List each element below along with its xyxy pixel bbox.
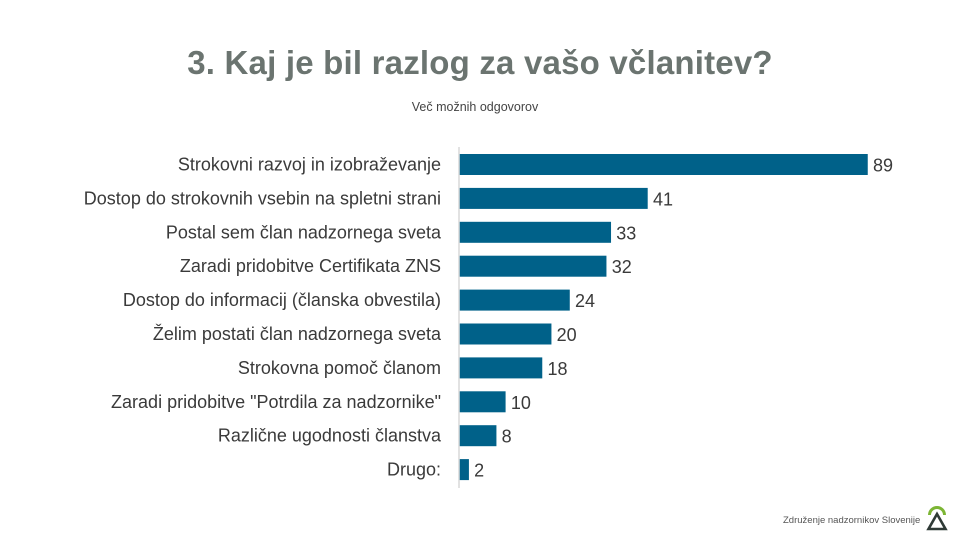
bar bbox=[459, 187, 648, 209]
category-label: Drugo: bbox=[387, 460, 441, 480]
value-label: 10 bbox=[511, 393, 531, 413]
bar bbox=[459, 154, 868, 175]
bar bbox=[459, 289, 570, 311]
category-label: Želim postati član nadzornega sveta bbox=[153, 324, 442, 344]
category-label: Zaradi pridobitve Certifikata ZNS bbox=[180, 256, 441, 276]
category-label: Strokovna pomoč članom bbox=[238, 358, 441, 378]
value-label: 18 bbox=[548, 359, 568, 379]
bar bbox=[459, 357, 543, 379]
bar bbox=[459, 221, 612, 243]
category-label: Dostop do informacij (članska obvestila) bbox=[123, 290, 441, 310]
value-label: 41 bbox=[653, 189, 673, 209]
category-label: Različne ugodnosti članstva bbox=[218, 426, 442, 446]
bar bbox=[459, 255, 607, 277]
value-label: 8 bbox=[502, 427, 512, 447]
value-label: 32 bbox=[612, 257, 632, 277]
category-label: Dostop do strokovnih vsebin na spletni s… bbox=[84, 188, 441, 208]
category-label: Zaradi pridobitve "Potrdila za nadzornik… bbox=[111, 392, 441, 412]
value-label: 20 bbox=[557, 325, 577, 345]
value-label: 24 bbox=[575, 291, 595, 311]
bar bbox=[459, 391, 506, 413]
value-label: 33 bbox=[616, 223, 636, 243]
peak-circle-logo-icon bbox=[926, 506, 948, 531]
footer-organization: Združenje nadzornikov Slovenije bbox=[783, 515, 921, 526]
value-label: 2 bbox=[474, 461, 484, 481]
chart-subtitle: Več možnih odgovorov bbox=[411, 100, 539, 114]
bars-group: Strokovni razvoj in izobraževanje 89 Dosto… bbox=[84, 154, 893, 481]
category-label: Strokovni razvoj in izobraževanje bbox=[178, 155, 441, 175]
bar bbox=[459, 323, 552, 345]
page-title: 3. Kaj je bil razlog za vašo včlanitev? bbox=[187, 44, 773, 81]
bar bbox=[459, 425, 497, 447]
bar bbox=[459, 459, 469, 481]
value-label: 89 bbox=[873, 156, 893, 176]
category-label: Postal sem član nadzornega sveta bbox=[166, 222, 442, 242]
